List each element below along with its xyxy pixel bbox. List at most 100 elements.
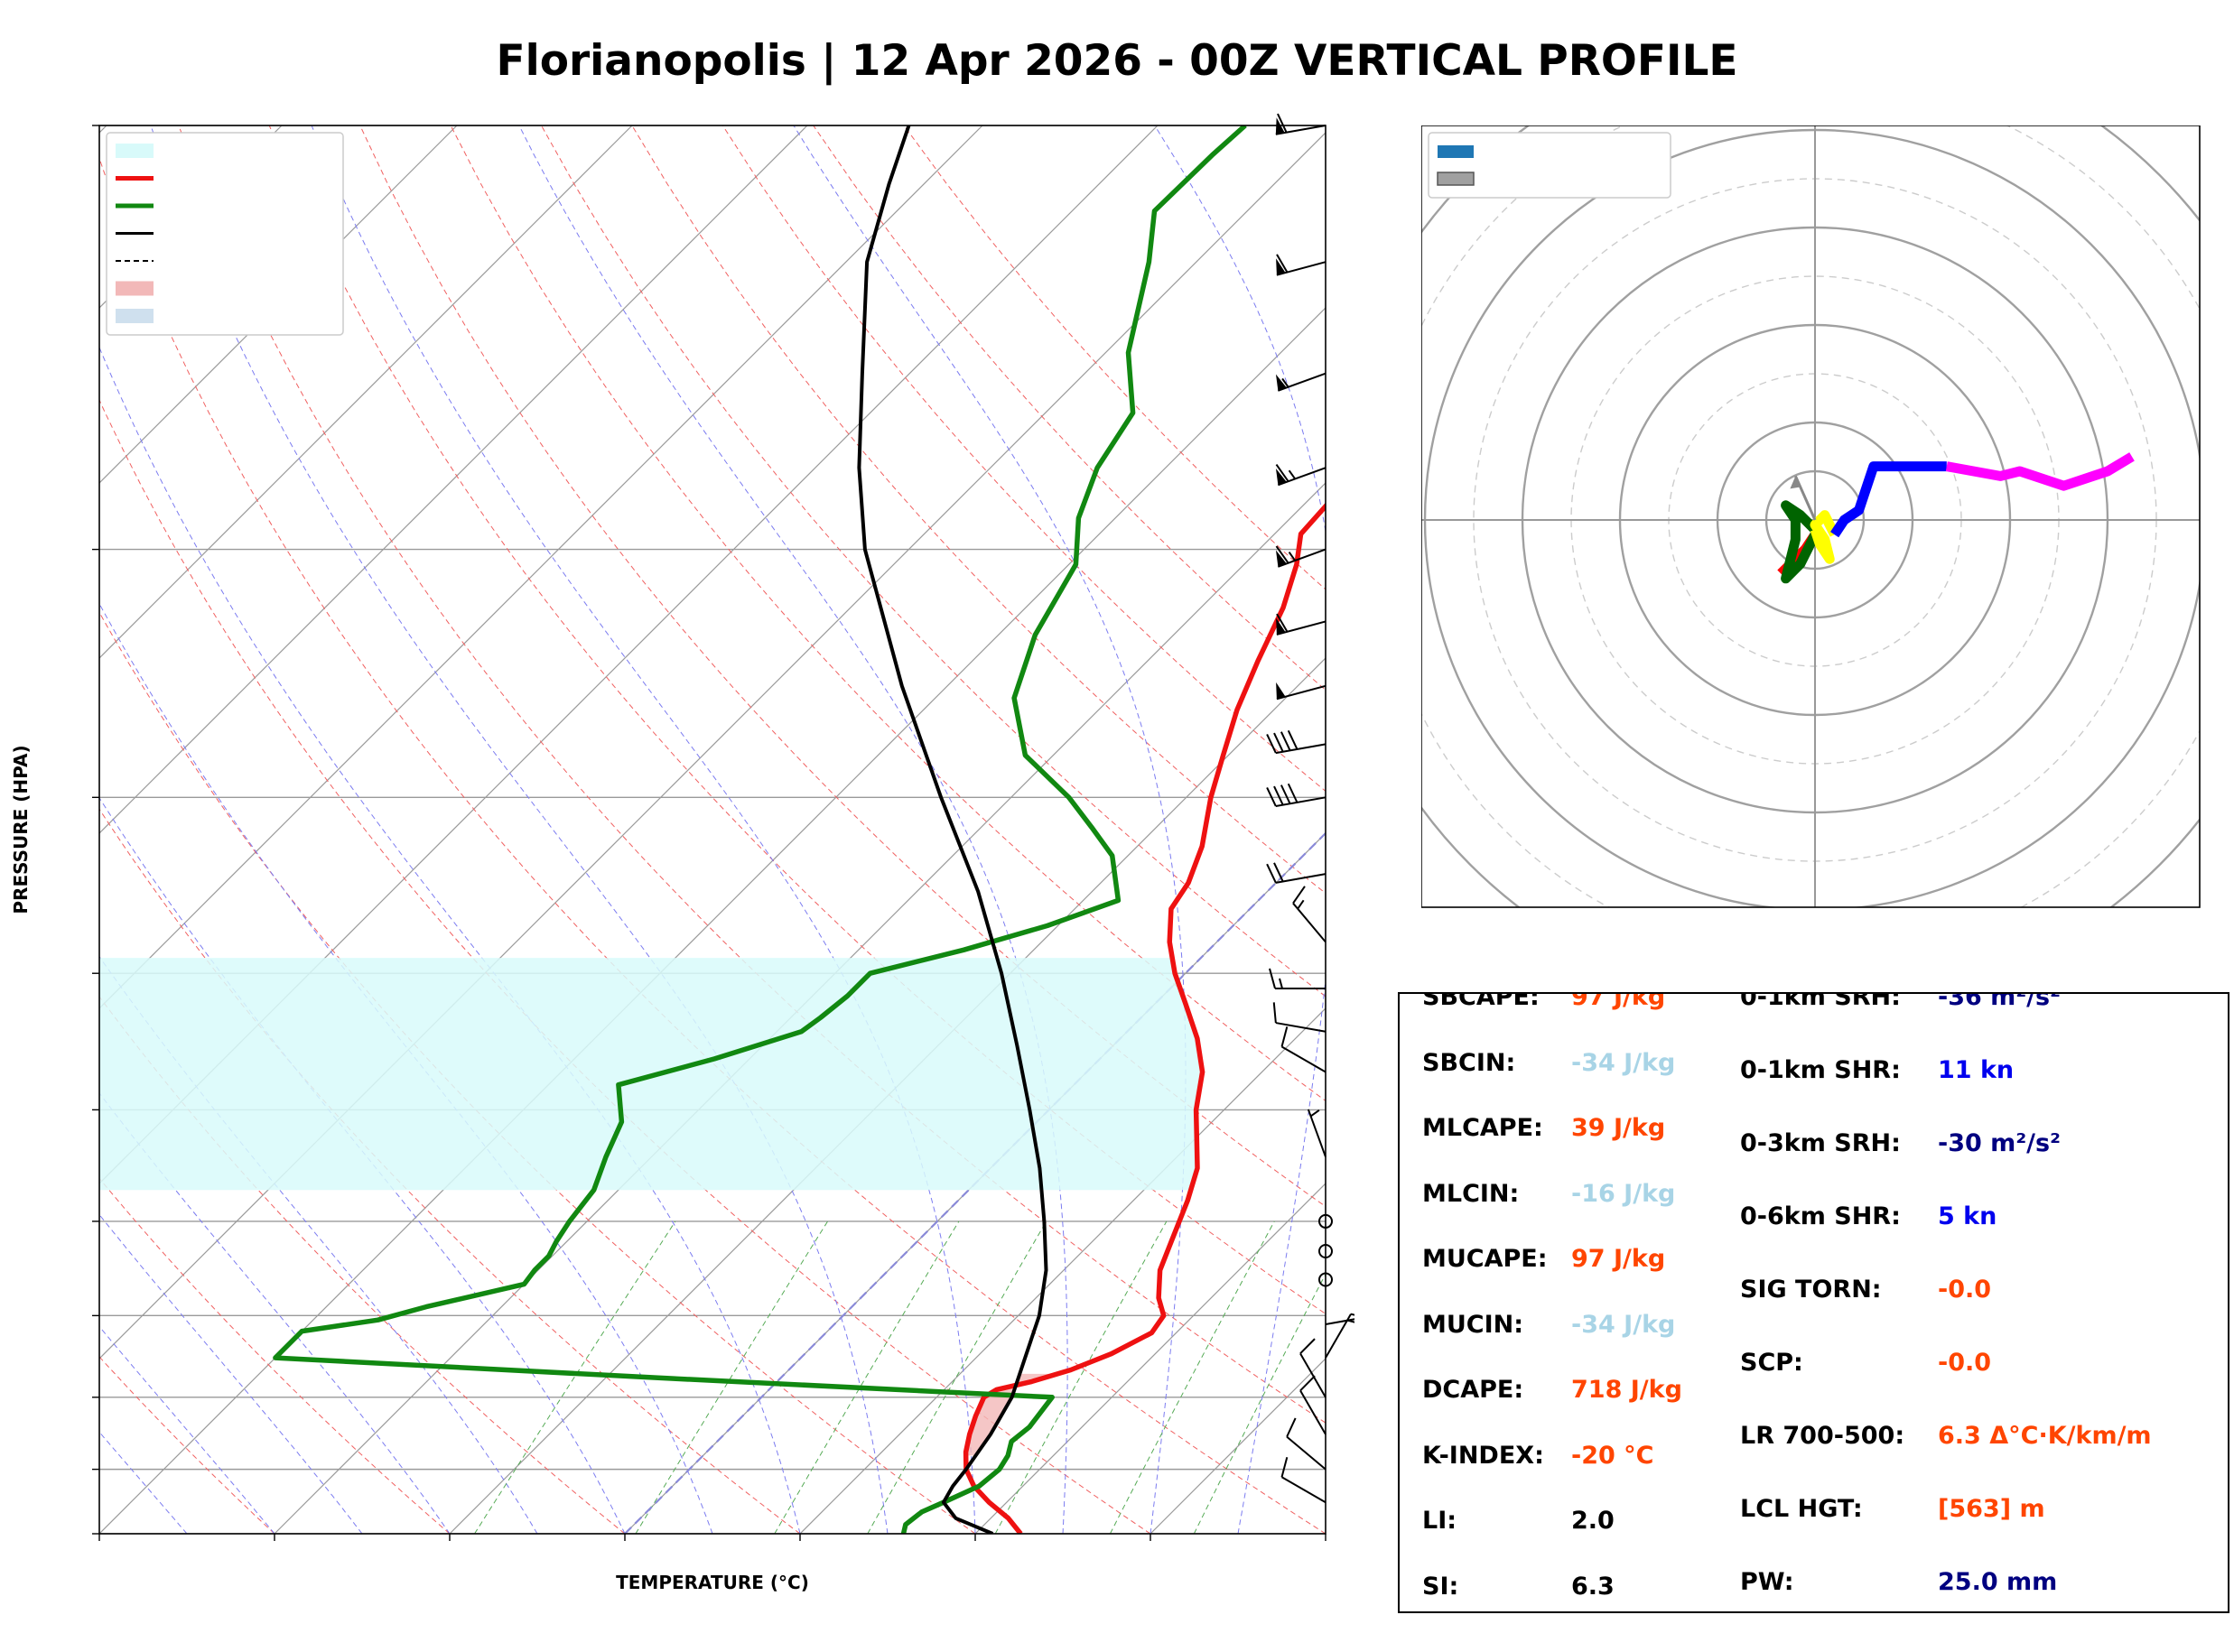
barb-full	[1287, 729, 1299, 750]
dry-adiabat	[903, 125, 1326, 590]
figure-title: Florianopolis | 12 Apr 2026 - 00Z VERTIC…	[496, 36, 1738, 86]
moist-adiabat	[518, 125, 1068, 1534]
wind-barb	[1276, 254, 1326, 276]
index-value: -34 J/kg	[1571, 1048, 1676, 1077]
series-dewpoint-line	[273, 125, 1247, 1534]
index-label: MUCAPE:	[1422, 1245, 1548, 1273]
legend-swatch	[1438, 145, 1474, 158]
barb-full	[1266, 734, 1277, 754]
barb-full	[1280, 784, 1291, 804]
wind-barb	[1266, 862, 1326, 884]
isotherm-line	[99, 132, 1326, 1360]
mixing-ratio-line	[635, 1220, 829, 1534]
wind-barb	[1280, 1026, 1326, 1073]
barb-half	[1281, 377, 1289, 388]
dry-adiabat	[450, 125, 1326, 1102]
barb-full	[1292, 886, 1306, 905]
barb-staff	[1286, 1435, 1326, 1471]
barb-staff	[1276, 684, 1326, 701]
index-label: 0-6km SHR:	[1740, 1202, 1901, 1230]
isotherm-line	[99, 307, 1326, 1534]
index-value: 2.0	[1571, 1507, 1615, 1535]
dry-adiabat	[99, 1177, 451, 1534]
hodo-legend-box	[1428, 132, 1671, 199]
index-label: SIG TORN:	[1740, 1276, 1882, 1304]
mixing-ratio-line	[994, 1220, 1168, 1534]
isotherm-line	[799, 1007, 1326, 1534]
barb-full	[1275, 545, 1289, 564]
hodo-series-3-6km-line	[1810, 510, 1839, 564]
wind-barb	[1275, 463, 1326, 487]
index-value: -0.0	[1938, 1276, 1992, 1304]
index-label: MLCIN:	[1422, 1179, 1520, 1208]
dry-adiabat	[99, 398, 1151, 1534]
isotherm-line	[99, 125, 808, 834]
wind-barb	[1272, 1002, 1326, 1033]
barb-full	[1276, 613, 1289, 633]
barb-full	[1266, 786, 1277, 807]
barb-pennant	[1275, 117, 1285, 135]
moist-adiabat	[793, 125, 1187, 1534]
isotherm-line	[99, 125, 458, 484]
barb-staff	[1278, 372, 1326, 392]
series-temperature-line	[963, 502, 1326, 1534]
index-label: MUCIN:	[1422, 1310, 1524, 1339]
zero-isotherm	[624, 831, 1326, 1534]
moist-adiabat	[99, 1325, 275, 1534]
dry-adiabat	[721, 125, 1326, 793]
wind-barb	[1269, 968, 1326, 989]
barb-half	[1279, 978, 1283, 989]
index-value: 5 kn	[1938, 1202, 1997, 1230]
y-axis-label: PRESSURE (HPA)	[10, 745, 32, 914]
index-label: LI:	[1422, 1507, 1457, 1535]
isotherm-line	[99, 125, 1159, 1184]
barb-staff	[1278, 548, 1326, 568]
hodo-series-1-3km-line	[1781, 500, 1820, 584]
barb-staff	[1275, 796, 1326, 808]
moist-adiabat	[311, 125, 976, 1534]
index-value: -30 m²/s²	[1938, 1129, 2061, 1157]
dry-adiabat	[99, 996, 626, 1534]
wind-barb	[1325, 1314, 1354, 1325]
barb-staff	[1281, 1476, 1326, 1504]
index-label: 0-1km SRH:	[1740, 992, 1901, 1011]
index-label: K-INDEX:	[1422, 1441, 1544, 1470]
barb-full	[1286, 1417, 1297, 1438]
wind-barb	[1275, 372, 1326, 392]
barb-staff	[1276, 261, 1326, 276]
moist-adiabat	[150, 125, 889, 1534]
barb-full	[1276, 254, 1289, 274]
legend-swatch	[116, 309, 154, 323]
wind-barb	[1276, 613, 1326, 636]
barb-full	[1275, 463, 1289, 482]
legend-swatch	[116, 281, 154, 296]
hodo-series-9-12km-line	[1945, 452, 2135, 491]
barb-full	[1269, 968, 1276, 989]
index-label: LCL HGT:	[1740, 1495, 1863, 1523]
barb-half	[1288, 469, 1296, 480]
hodograph-chart	[1421, 125, 2201, 908]
mixing-ratio-line	[1109, 1220, 1275, 1534]
barb-half	[1288, 552, 1296, 561]
wind-barb	[1292, 886, 1326, 943]
index-value: -16 J/kg	[1571, 1179, 1676, 1208]
moist-adiabat	[1154, 125, 1326, 1534]
index-label: SBCIN:	[1422, 1048, 1516, 1077]
isotherm-line	[974, 1183, 1326, 1534]
barb-full	[1299, 1375, 1316, 1392]
calm-wind-circle	[1318, 1243, 1333, 1258]
wind-barb	[1266, 729, 1326, 755]
dry-adiabat	[99, 156, 1326, 1534]
wind-barb	[1299, 1375, 1326, 1435]
dry-adiabat	[99, 611, 976, 1534]
skew-legend-box	[106, 132, 344, 336]
barb-full	[1273, 862, 1284, 882]
index-value: 97 J/kg	[1571, 1245, 1666, 1273]
dry-adiabat	[268, 125, 1326, 1315]
isotherm-line	[99, 125, 283, 309]
wind-barb	[1275, 545, 1326, 568]
skew-t-frame	[98, 125, 1326, 1535]
isotherm-line	[274, 482, 1326, 1534]
barb-half	[1297, 899, 1305, 910]
barb-full	[1287, 783, 1299, 803]
